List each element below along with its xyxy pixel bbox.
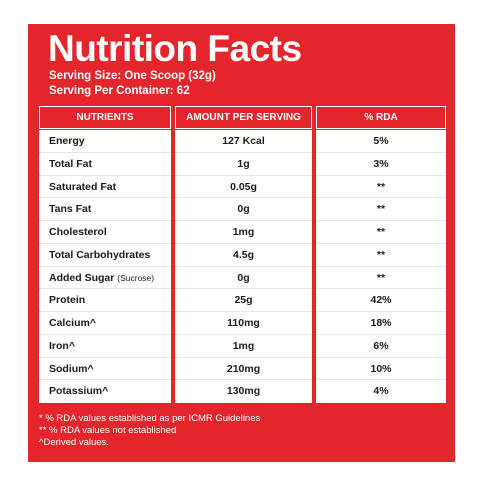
header-rda: % RDA xyxy=(316,106,446,129)
nutrient-name-row: Cholesterol xyxy=(39,221,171,244)
amount-cell: 127 Kcal xyxy=(175,130,312,153)
rda-column: 5% 3% ** ** ** ** ** 42% 18% 6% 10% 4% xyxy=(316,130,446,403)
rda-cell: 42% xyxy=(316,289,446,312)
nutrient-name-row: Total Fat xyxy=(39,153,171,176)
nutrient-name-row: Protein xyxy=(39,289,171,312)
rda-cell: 4% xyxy=(373,385,389,398)
amount-column: 127 Kcal 1g 0.05g 0g 1mg 4.5g 0g 25g 110… xyxy=(175,130,312,403)
rda-cell: ** xyxy=(316,176,446,199)
nutrients-column: Energy Total Fat Saturated Fat Tans Fat … xyxy=(39,130,171,403)
amount-cell: 0g xyxy=(175,267,312,290)
rda-cell: 18% xyxy=(316,312,446,335)
rda-cell: ** xyxy=(316,221,446,244)
nutrient-note: (Sucrose) xyxy=(117,272,155,283)
amount-cell: 1mg xyxy=(175,335,312,358)
rda-cell: 6% xyxy=(316,335,446,358)
nutrient-name-row: Iron^ xyxy=(39,335,171,358)
nutrient-name-row: Tans Fat xyxy=(39,198,171,221)
amount-cell: 110mg xyxy=(175,312,312,335)
amount-cell: 1mg xyxy=(175,221,312,244)
nutrient-name-row: Saturated Fat xyxy=(39,176,171,199)
footnote-derived-values: ^Derived values. xyxy=(39,437,109,448)
rda-cell: ** xyxy=(316,244,446,267)
header-amount-per-serving: AMOUNT PER SERVING xyxy=(175,106,312,129)
header-nutrients: NUTRIENTS xyxy=(39,106,171,129)
rda-cell: ** xyxy=(316,267,446,290)
label-title: Nutrition Facts xyxy=(48,28,302,69)
amount-cell: 210mg xyxy=(175,358,312,381)
amount-cell: 25g xyxy=(175,289,312,312)
nutrient-name-row: Potassium^ xyxy=(49,385,109,398)
nutrient-name-row: Added Sugar (Sucrose) xyxy=(39,267,171,290)
amount-cell: 130mg xyxy=(226,385,261,398)
rda-cell: 5% xyxy=(316,130,446,153)
amount-cell: 0.05g xyxy=(175,176,312,199)
nutrient-name-row: Total Carbohydrates xyxy=(39,244,171,267)
rda-cell: 3% xyxy=(316,153,446,176)
nutrient-name-row: Calcium^ xyxy=(39,312,171,335)
rda-cell: 10% xyxy=(316,358,446,381)
footnote-rda-not-established: ** % RDA values not established xyxy=(39,425,177,436)
rda-cell: ** xyxy=(316,198,446,221)
footnote-rda-established: * % RDA values established as per ICMR G… xyxy=(39,413,261,424)
amount-cell: 1g xyxy=(175,153,312,176)
servings-per-container: Serving Per Container: 62 xyxy=(49,85,190,97)
amount-cell: 4.5g xyxy=(175,244,312,267)
serving-size: Serving Size: One Scoop (32g) xyxy=(49,70,216,82)
nutrient-name-row: Energy xyxy=(39,130,171,153)
nutrient-name-row: Sodium^ xyxy=(39,358,171,381)
amount-cell: 0g xyxy=(175,198,312,221)
